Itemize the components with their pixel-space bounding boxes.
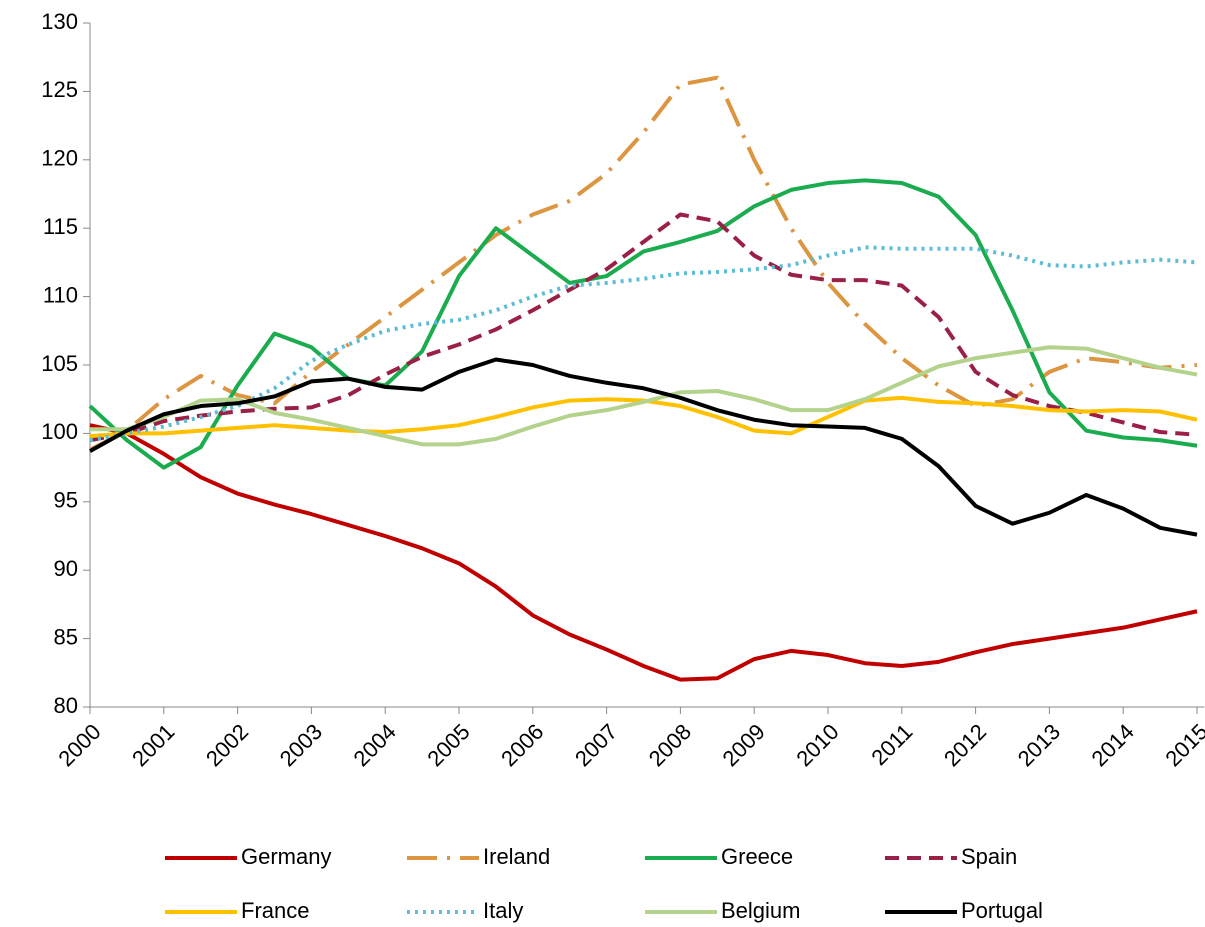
legend-label: Italy [483,898,523,923]
x-tick-label: 2011 [866,719,917,770]
x-tick-label: 2003 [275,719,327,771]
series-line [89,245,1198,443]
y-tick-label: 85 [54,624,78,649]
y-tick-label: 110 [43,282,78,307]
x-tick-label: 2009 [718,719,770,771]
y-tick-label: 115 [43,214,78,239]
x-tick-label: 2012 [939,719,991,771]
x-tick-label: 2005 [422,719,474,771]
legend-label: Spain [961,844,1017,869]
y-tick-label: 105 [41,351,78,376]
x-tick-label: 2002 [201,719,253,771]
series-line [89,357,1198,537]
y-tick-label: 130 [41,9,78,34]
x-tick-label: 2004 [349,719,401,771]
x-tick-label: 2001 [127,719,179,771]
y-tick-label: 90 [54,556,78,581]
legend-label: Belgium [721,898,800,923]
series-line [89,423,1198,682]
y-tick-label: 125 [41,77,78,102]
legend-label: Ireland [483,844,550,869]
y-tick-label: 95 [54,488,78,513]
x-tick-label: 2014 [1087,719,1139,771]
x-tick-label: 2007 [570,719,622,771]
legend-label: France [241,898,309,923]
series-line [90,345,1198,447]
y-tick-label: 120 [41,146,78,171]
x-tick-label: 2006 [496,719,548,771]
legend-label: Portugal [961,898,1043,923]
y-tick-label: 100 [41,419,78,444]
legend-label: Germany [241,844,331,869]
x-tick-label: 2013 [1013,719,1065,771]
series-line [88,178,1198,470]
x-tick-label: 2015 [1160,719,1205,771]
x-tick-label: 2010 [791,719,843,771]
series-line [89,212,1198,443]
y-tick-label: 80 [54,693,78,718]
x-tick-label: 2008 [644,719,696,771]
series-line [89,75,1198,452]
x-tick-label: 2000 [53,719,105,771]
legend-label: Greece [721,844,793,869]
